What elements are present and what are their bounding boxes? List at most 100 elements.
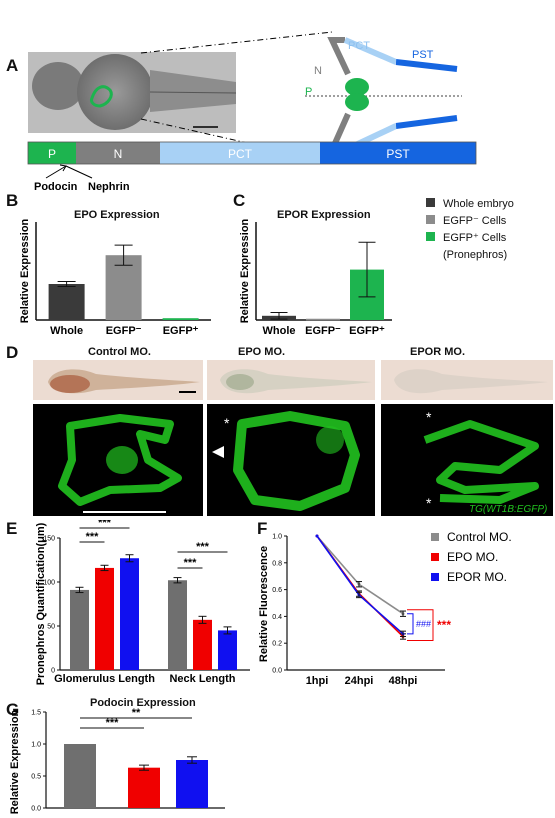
bar [48, 284, 85, 320]
bar [168, 580, 187, 670]
transgene-label: TG(WT1B:EGFP) [469, 504, 547, 515]
arrowhead-marker [212, 446, 224, 458]
y-tick-label: 0.6 [272, 587, 282, 594]
chart-f-fluorescence: 0.0 0.2 0.4 0.6 0.8 1.0 1hpi 24hpi 48hpi Control … [258, 530, 512, 687]
significance-mark: ### [416, 619, 431, 629]
y-axis-label: Relative Expression [239, 218, 251, 323]
y-tick-label: 0.2 [272, 641, 282, 648]
x-group-label: Glomerulus Length [54, 673, 155, 685]
d-title-control: Control MO. [88, 346, 151, 358]
panel-a-figure: PCT PST N P P N PCT PST Podocin Nephrin [27, 31, 477, 193]
p-label: P [305, 86, 312, 98]
legend-swatch [431, 573, 439, 581]
x-tick-label: 48hpi [389, 675, 418, 687]
bar [120, 558, 139, 670]
significance-mark: *** [106, 717, 120, 729]
chart-e-pronephros: 0 50 100 150 Glomerulus Length Neck Length ***… [35, 520, 250, 685]
segment-p: P [48, 147, 56, 161]
significance-mark: *** [184, 557, 198, 569]
y-axis-label: Relative Fluorescence [258, 546, 270, 662]
data-point [315, 534, 319, 538]
significance-mark: *** [98, 520, 112, 529]
y-tick-label: 1.0 [31, 742, 41, 749]
bar [176, 760, 208, 808]
bar [70, 589, 89, 670]
legend-item: EGFP⁻ Cells [426, 213, 514, 230]
nephrin-label: Nephrin [88, 181, 130, 193]
x-tick-label: EGFP⁻ [106, 325, 142, 337]
legend-bc: Whole embryo EGFP⁻ Cells EGFP⁺ Cells (Pr… [426, 196, 514, 264]
legend-item: (Pronephros) [443, 249, 508, 261]
podocin-label: Podocin [34, 181, 78, 193]
y-tick-label: 0.8 [272, 560, 282, 567]
panel-label-a: A [6, 56, 19, 75]
pct-label: PCT [348, 40, 370, 52]
y-tick-label: 0.4 [272, 614, 282, 621]
legend-swatch [431, 533, 439, 541]
x-tick-label: Whole [263, 325, 296, 337]
legend-label: Control MO. [447, 530, 512, 544]
bar [306, 318, 340, 321]
significance-bracket [407, 609, 434, 641]
legend-label: EPOR MO. [447, 570, 507, 584]
star-marker: * [426, 409, 432, 425]
y-axis-label: Pronephros Quantification(μm) [35, 522, 47, 685]
d-title-epor: EPOR MO. [410, 346, 466, 358]
bar [105, 255, 142, 320]
legend-label: EPO MO. [447, 550, 498, 564]
significance-bracket [407, 613, 414, 635]
panel-d-images: * * * TG(WT1B:EGFP) [33, 360, 553, 516]
panel-label-d: D [6, 343, 19, 362]
x-tick-label: EGFP⁻ [305, 325, 341, 337]
panel-label-e: E [6, 519, 18, 538]
legend-item: Whole embryo [426, 196, 514, 213]
bar [193, 619, 212, 670]
y-tick-label: 100 [43, 580, 55, 587]
y-tick-label: 0 [51, 668, 55, 675]
bar [95, 567, 114, 670]
x-tick-label: Whole [50, 325, 83, 337]
series-line [316, 535, 404, 615]
bar [64, 744, 96, 808]
chart-b-title: EPO Expression [74, 209, 160, 221]
legend-swatch [431, 553, 439, 561]
x-tick-label: 1hpi [306, 675, 329, 687]
significance-mark: *** [196, 541, 210, 553]
y-tick-label: 0.5 [31, 774, 41, 781]
panel-label-c: C [233, 191, 246, 210]
star-marker: * [224, 415, 230, 431]
y-tick-label: 0.0 [31, 806, 41, 813]
significance-mark: *** [86, 531, 100, 543]
x-tick-label: EGFP⁺ [163, 325, 199, 337]
bar [128, 767, 160, 808]
bar [162, 318, 199, 320]
pronephros-egfp [90, 85, 113, 108]
pst-label: PST [412, 49, 434, 61]
n-label: N [314, 65, 322, 77]
x-group-label: Neck Length [169, 673, 235, 685]
x-tick-label: EGFP⁺ [349, 325, 385, 337]
chart-g-title: Podocin Expression [90, 697, 196, 709]
significance-mark: *** [437, 618, 451, 632]
y-tick-label: 150 [43, 536, 55, 543]
segment-pst: PST [386, 147, 410, 161]
segment-n: N [114, 147, 123, 161]
panel-label-f: F [257, 519, 268, 538]
segment-pct: PCT [228, 147, 253, 161]
legend-item: EGFP⁺ Cells [426, 230, 514, 247]
panel-label-b: B [6, 191, 19, 210]
chart-c-title: EPOR Expression [277, 209, 371, 221]
significance-mark: ** [132, 707, 141, 719]
y-tick-label: 1.5 [31, 710, 41, 717]
y-tick-label: 50 [47, 624, 55, 631]
x-tick-label: 24hpi [345, 675, 374, 687]
bar [218, 630, 237, 670]
panel-label-g: G [6, 700, 20, 719]
star-marker: * [426, 495, 432, 511]
chart-b-epo: Whole EGFP⁻ EGFP⁺ Relative Expression [19, 218, 211, 337]
chart-c-epor: Whole EGFP⁻ EGFP⁺ Relative Expression [239, 218, 392, 337]
y-tick-label: 1.0 [272, 534, 282, 541]
chart-g-podocin: 0.00.51.01.5*****Relative Expression [9, 707, 225, 814]
y-axis-label: Relative Expression [19, 218, 31, 323]
d-title-epo: EPO MO. [238, 346, 286, 358]
